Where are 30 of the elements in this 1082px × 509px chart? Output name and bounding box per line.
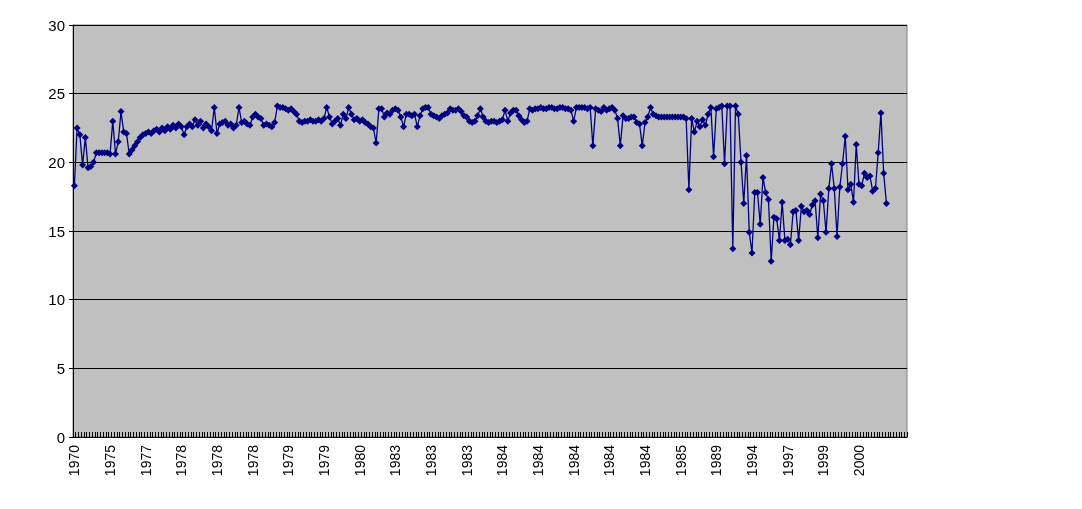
x-tick-label: 1984 [494,444,511,477]
x-tick-label: 1978 [173,444,190,477]
x-tick-label: 1977 [137,444,154,477]
x-tick-label: 1989 [708,444,725,477]
x-tick-label: 1984 [530,444,547,477]
x-tick-label: 1984 [565,444,582,477]
x-tick-label: 1983 [423,444,440,477]
x-tick-label: 2000 [850,444,867,477]
x-tick-label: 1979 [280,444,297,477]
x-tick-label: 1978 [209,444,226,477]
y-tick-label: 20 [48,153,65,171]
y-tick-label: 5 [56,359,65,377]
y-tick-label: 0 [56,428,65,446]
x-tick-label: 1979 [316,444,333,477]
x-tick-label: 1978 [244,444,261,477]
x-tick-label: 1997 [779,444,796,477]
x-tick-label: 1983 [387,444,404,477]
x-tick-label: 1984 [637,444,653,477]
x-tick-label: 1980 [351,444,368,477]
x-tick-label: 1984 [601,444,618,477]
x-tick-label: 1994 [744,444,760,477]
y-tick-label: 25 [48,85,65,103]
y-tick-label: 30 [48,16,65,34]
x-tick-label: 1975 [102,444,119,477]
y-tick-label: 15 [48,222,65,240]
x-tick-label: 1999 [815,444,832,477]
x-tick-label: 1985 [672,444,689,477]
x-tick-label: 1983 [458,444,475,477]
x-tick-label: 1970 [66,444,83,477]
y-tick-label: 10 [48,291,65,309]
